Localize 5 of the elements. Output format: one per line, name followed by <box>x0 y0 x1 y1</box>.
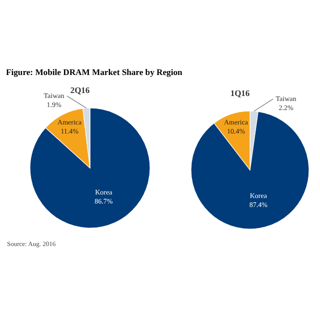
pie-slice <box>30 108 150 228</box>
chart-title: Figure: Mobile DRAM Market Share by Region <box>6 67 183 77</box>
chart-subtitle: 1Q16 <box>230 88 250 98</box>
chart-subtitle: 2Q16 <box>70 85 90 95</box>
pie-slice <box>190 111 310 230</box>
